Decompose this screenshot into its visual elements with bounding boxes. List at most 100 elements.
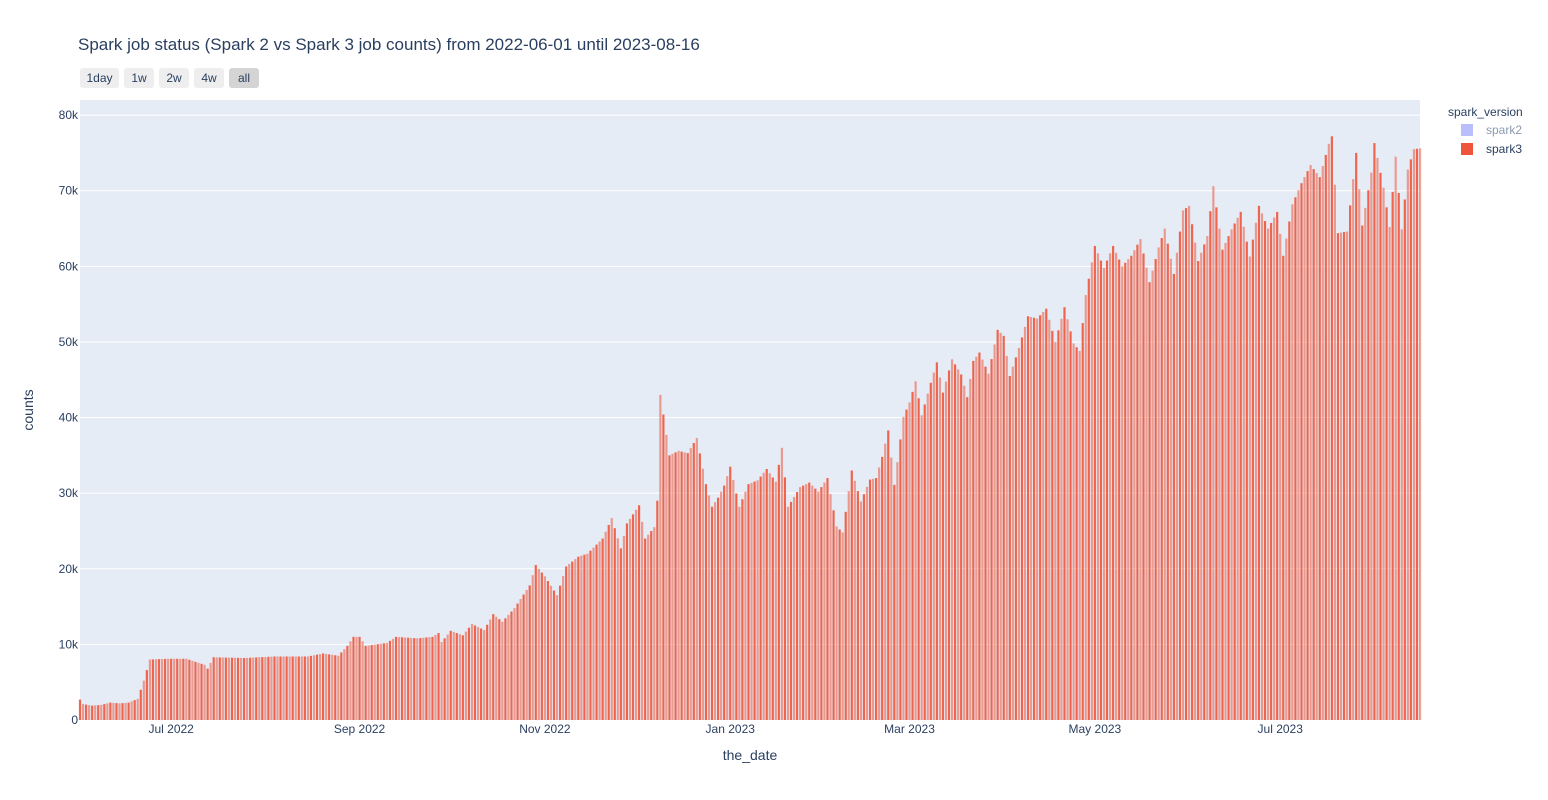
bar-spark3[interactable] xyxy=(1096,253,1099,721)
bar-spark3[interactable] xyxy=(1187,205,1191,721)
range-button-1day[interactable]: 1day xyxy=(80,68,119,88)
bar-spark3[interactable] xyxy=(148,659,151,720)
bar-spark3[interactable] xyxy=(1008,375,1011,720)
bar-spark3[interactable] xyxy=(1403,199,1406,720)
bar-spark3[interactable] xyxy=(1367,190,1370,721)
bar-spark3[interactable] xyxy=(318,654,322,720)
bar-spark3[interactable] xyxy=(1288,221,1291,721)
bar-spark3[interactable] xyxy=(1239,211,1242,720)
bar-spark3[interactable] xyxy=(267,656,270,720)
bar-spark3[interactable] xyxy=(230,657,234,720)
bar-spark3[interactable] xyxy=(1102,267,1106,720)
bar-spark3[interactable] xyxy=(1376,157,1379,721)
bar-spark3[interactable] xyxy=(1127,259,1130,720)
bar-spark3[interactable] xyxy=(996,329,999,720)
bar-spark3[interactable] xyxy=(829,494,832,720)
bar-spark3[interactable] xyxy=(1011,366,1014,720)
bar-spark3[interactable] xyxy=(97,705,100,720)
bar-spark3[interactable] xyxy=(270,656,273,720)
bar-spark3[interactable] xyxy=(1151,270,1154,720)
bar-spark3[interactable] xyxy=(1358,189,1361,721)
bar-spark3[interactable] xyxy=(1233,223,1236,721)
bar-spark3[interactable] xyxy=(692,443,695,720)
bar-spark3[interactable] xyxy=(1130,255,1133,720)
bar-spark3[interactable] xyxy=(577,556,580,720)
bar-spark3[interactable] xyxy=(911,391,914,720)
bar-spark3[interactable] xyxy=(1136,244,1139,721)
bar-spark3[interactable] xyxy=(1382,187,1385,720)
bar-spark3[interactable] xyxy=(510,611,513,721)
bar-spark3[interactable] xyxy=(562,576,565,720)
bar-spark3[interactable] xyxy=(799,487,802,720)
bar-spark3[interactable] xyxy=(1090,262,1093,720)
bar-spark3[interactable] xyxy=(1218,228,1221,721)
bar-spark3[interactable] xyxy=(1339,232,1343,720)
bar-spark3[interactable] xyxy=(1020,337,1024,720)
bar-spark3[interactable] xyxy=(288,656,291,720)
bar-spark3[interactable] xyxy=(881,456,884,720)
bar-spark3[interactable] xyxy=(759,476,762,720)
bar-spark3[interactable] xyxy=(604,531,607,720)
bar-spark3[interactable] xyxy=(1084,295,1087,720)
bar-spark3[interactable] xyxy=(1333,184,1337,720)
bar-spark3[interactable] xyxy=(1312,169,1315,720)
bar-spark3[interactable] xyxy=(1315,173,1318,721)
bar-spark3[interactable] xyxy=(258,657,261,720)
bar-spark3[interactable] xyxy=(972,360,975,720)
bar-spark3[interactable] xyxy=(656,500,659,720)
bar-spark3[interactable] xyxy=(765,468,768,720)
range-button-4w[interactable]: 4w xyxy=(194,68,224,88)
bar-spark3[interactable] xyxy=(993,344,996,720)
bar-spark3[interactable] xyxy=(91,705,94,720)
bar-spark3[interactable] xyxy=(616,538,619,720)
bar-spark3[interactable] xyxy=(1242,226,1245,720)
bar-spark3[interactable] xyxy=(367,645,370,720)
bar-spark3[interactable] xyxy=(1145,267,1148,720)
bar-spark3[interactable] xyxy=(890,457,893,720)
bar-spark3[interactable] xyxy=(279,656,282,720)
bar-spark3[interactable] xyxy=(1400,229,1403,721)
bar-spark3[interactable] xyxy=(145,670,148,720)
bar-spark3[interactable] xyxy=(780,447,783,720)
bar-spark3[interactable] xyxy=(595,544,598,720)
bar-spark3[interactable] xyxy=(1215,207,1218,720)
bar-spark3[interactable] xyxy=(394,636,398,720)
bar-spark3[interactable] xyxy=(583,554,586,720)
bar-spark3[interactable] xyxy=(926,393,929,720)
bar-spark3[interactable] xyxy=(720,491,723,720)
bar-spark3[interactable] xyxy=(899,439,902,720)
bar-spark3[interactable] xyxy=(1327,143,1330,721)
bar-spark3[interactable] xyxy=(893,484,896,720)
bar-spark3[interactable] xyxy=(543,576,546,720)
bar-spark3[interactable] xyxy=(118,703,121,720)
bar-spark3[interactable] xyxy=(373,644,376,720)
bar-spark3[interactable] xyxy=(176,658,179,720)
bar-spark3[interactable] xyxy=(838,529,841,720)
bar-spark3[interactable] xyxy=(273,656,276,720)
bar-spark3[interactable] xyxy=(905,409,908,720)
bar-spark3[interactable] xyxy=(586,553,589,720)
bar-spark3[interactable] xyxy=(173,658,176,720)
bar-spark3[interactable] xyxy=(1206,236,1209,720)
bar-spark3[interactable] xyxy=(1118,259,1121,720)
bar-spark3[interactable] xyxy=(1276,211,1279,720)
bar-spark3[interactable] xyxy=(185,658,188,720)
bar-spark3[interactable] xyxy=(340,652,343,720)
bar-spark3[interactable] xyxy=(878,467,881,720)
bar-spark3[interactable] xyxy=(865,486,869,720)
bar-spark3[interactable] xyxy=(337,655,340,720)
bar-spark3[interactable] xyxy=(467,627,471,720)
bar-spark3[interactable] xyxy=(507,614,510,720)
bar-spark3[interactable] xyxy=(276,656,279,720)
bar-spark3[interactable] xyxy=(1388,227,1391,720)
bar-spark3[interactable] xyxy=(628,518,632,720)
bar-spark3[interactable] xyxy=(349,641,352,720)
bar-spark3[interactable] xyxy=(601,538,604,720)
bar-spark3[interactable] xyxy=(1139,239,1142,720)
bar-spark3[interactable] xyxy=(1066,319,1069,720)
bar-spark3[interactable] xyxy=(236,657,240,720)
bar-spark3[interactable] xyxy=(440,642,443,720)
bar-spark3[interactable] xyxy=(917,398,920,720)
bar-spark3[interactable] xyxy=(94,705,97,720)
bar-spark3[interactable] xyxy=(264,656,267,720)
